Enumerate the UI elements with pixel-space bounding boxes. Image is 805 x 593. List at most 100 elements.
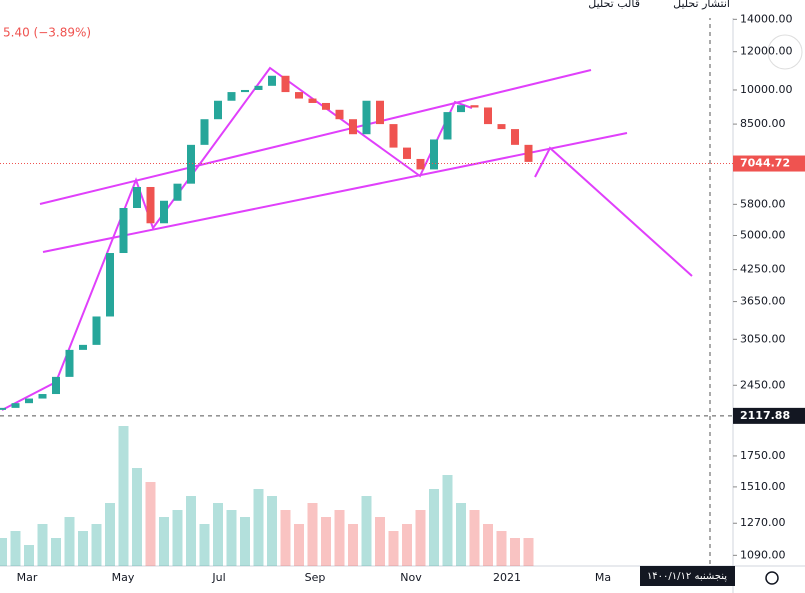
- volume-bar: [226, 510, 237, 566]
- volume-bar: [510, 538, 520, 566]
- volume-bar: [186, 496, 196, 566]
- candle: [497, 124, 506, 130]
- y-tick-label: 1510.00: [740, 480, 786, 493]
- volume-bar: [294, 524, 304, 566]
- x-tick-label: Mar: [17, 571, 38, 584]
- volume-bar: [456, 503, 466, 566]
- volume-bar: [442, 475, 453, 566]
- settings-icon[interactable]: [765, 571, 779, 585]
- volume-bar: [415, 510, 426, 566]
- volume-bar: [267, 496, 277, 566]
- volume-bar: [105, 503, 115, 566]
- y-tick-label: 3050.00: [740, 332, 786, 345]
- x-tick-label: Jul: [211, 571, 225, 584]
- candle: [511, 129, 519, 145]
- candle: [430, 139, 438, 170]
- candle: [187, 144, 195, 184]
- candle: [362, 100, 371, 135]
- price-badge-label: 7044.72: [740, 157, 790, 170]
- volume-bar: [253, 489, 264, 566]
- candle: [308, 98, 317, 103]
- price-badge-label: 2117.88: [740, 409, 790, 422]
- candle: [349, 119, 357, 135]
- volume-bar: [199, 524, 210, 566]
- candle: [403, 147, 411, 159]
- candle: [254, 85, 263, 90]
- candle: [52, 376, 60, 395]
- y-tick-label: 4250.00: [740, 263, 786, 276]
- volume-bar: [483, 524, 493, 566]
- x-tick-label: Nov: [400, 571, 422, 584]
- y-tick-label: 5800.00: [740, 197, 786, 210]
- x-tick-label: Sep: [305, 571, 326, 584]
- volume-bar: [334, 510, 345, 566]
- volume-bar: [361, 496, 372, 566]
- volume-bar: [213, 503, 223, 566]
- toolbar-item[interactable]: انتشار تحلیل: [673, 0, 730, 10]
- volume-bar: [280, 510, 291, 566]
- volume-bar: [388, 531, 399, 566]
- volume-bar: [24, 545, 34, 566]
- candle: [133, 186, 141, 208]
- candle: [0, 407, 6, 410]
- candle: [106, 253, 114, 317]
- header-change: 5.40 (−3.89%): [3, 26, 91, 40]
- candle: [389, 124, 398, 148]
- candle: [227, 92, 236, 101]
- candle: [416, 158, 425, 170]
- y-tick-label: 5000.00: [740, 229, 786, 242]
- volume-bar: [118, 426, 129, 566]
- y-tick-label: 2450.00: [740, 378, 786, 391]
- x-tick-label: Ma: [595, 571, 611, 584]
- candle: [173, 183, 182, 201]
- volume-bar: [240, 517, 250, 566]
- candle: [335, 109, 344, 120]
- volume-bar: [51, 538, 61, 566]
- candle: [119, 207, 128, 254]
- volume-bar: [0, 538, 7, 566]
- candle: [443, 112, 452, 140]
- candle: [38, 394, 47, 399]
- candle: [376, 100, 384, 125]
- button[interactable]: [767, 34, 803, 70]
- volume-bar: [402, 524, 412, 566]
- candle: [241, 89, 249, 93]
- candle: [524, 144, 533, 162]
- y-tick-label: 10000.00: [740, 83, 793, 96]
- candle: [160, 200, 168, 224]
- candle: [200, 119, 209, 145]
- date-badge: [640, 566, 735, 586]
- candle: [470, 105, 479, 108]
- candle: [295, 92, 303, 99]
- y-tick-label: 12000.00: [740, 45, 793, 58]
- volume-bar: [172, 510, 183, 566]
- volume-bar: [429, 489, 439, 566]
- candle: [79, 344, 87, 350]
- toolbar: [0, 0, 805, 18]
- candle: [457, 105, 465, 113]
- toolbar-item[interactable]: قالب تحلیل: [588, 0, 640, 10]
- candles: [0, 75, 533, 410]
- x-tick-label: 2021: [493, 571, 521, 584]
- candle: [322, 102, 330, 110]
- candle: [268, 75, 276, 86]
- volume-bar: [496, 531, 507, 566]
- date-label: پنجشنبه ۱۴۰۰/۱/۱۲: [647, 571, 727, 582]
- candle: [281, 75, 290, 93]
- candle: [25, 398, 33, 404]
- price-badge: [733, 155, 805, 172]
- y-tick-label: 8500.00: [740, 117, 786, 130]
- volume-bar: [132, 468, 142, 566]
- volume-bar: [523, 538, 534, 566]
- volume-bar: [321, 517, 331, 566]
- candle: [484, 107, 492, 125]
- candle: [146, 186, 155, 224]
- volume-bar: [348, 524, 358, 566]
- y-tick-label: 1090.00: [740, 548, 786, 561]
- y-tick-label: 1750.00: [740, 449, 786, 462]
- volume-bar: [159, 517, 169, 566]
- volume-bar: [145, 482, 156, 566]
- x-tick-label: May: [112, 571, 135, 584]
